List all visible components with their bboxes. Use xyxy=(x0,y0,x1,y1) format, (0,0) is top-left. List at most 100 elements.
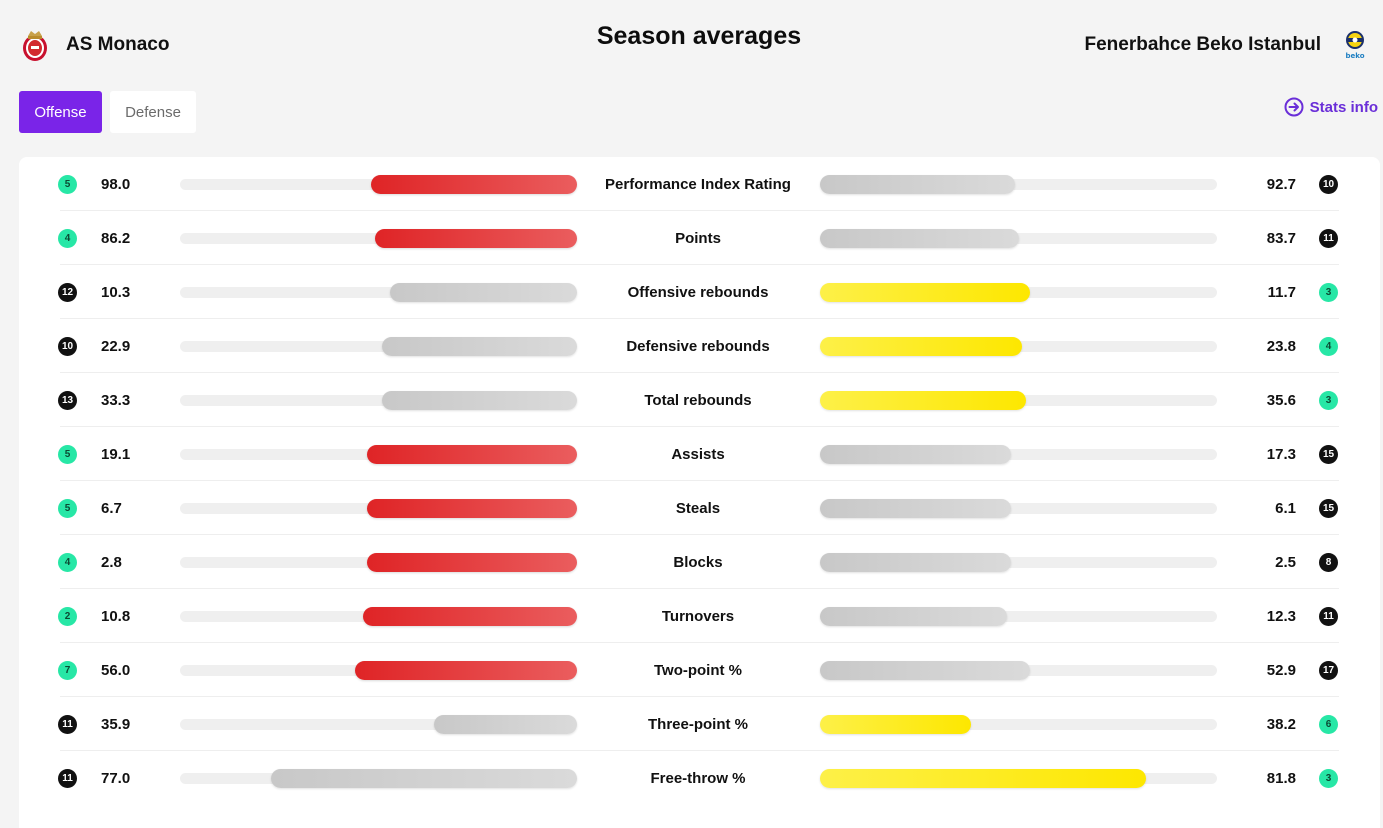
away-bar-track xyxy=(820,283,1217,302)
stat-label: Free-throw % xyxy=(650,770,746,787)
stat-label: Offensive rebounds xyxy=(627,284,769,301)
away-bar-track xyxy=(820,607,1217,626)
home-value: 33.3 xyxy=(101,392,131,409)
stat-row: 13 33.3 Total rebounds 35.6 3 xyxy=(19,373,1380,427)
away-bar-fill xyxy=(820,229,1019,248)
home-rank-badge: 7 xyxy=(58,661,77,680)
away-value: 81.8 xyxy=(1266,770,1296,787)
away-bar-fill xyxy=(820,337,1022,356)
away-bar-track xyxy=(820,769,1217,788)
arrow-right-circle-icon xyxy=(1284,97,1304,117)
away-bar-fill xyxy=(820,661,1030,680)
away-bar-track xyxy=(820,553,1217,572)
home-bar-fill xyxy=(367,499,577,518)
stat-label: Assists xyxy=(671,446,725,463)
stat-label: Points xyxy=(675,230,721,247)
home-rank-badge: 5 xyxy=(58,445,77,464)
stat-label: Blocks xyxy=(673,554,723,571)
home-rank-badge: 12 xyxy=(58,283,77,302)
away-bar-fill xyxy=(820,553,1011,572)
home-value: 10.3 xyxy=(101,284,131,301)
stat-label: Two-point % xyxy=(653,662,743,679)
home-bar-fill xyxy=(371,175,577,194)
home-rank-badge: 2 xyxy=(58,607,77,626)
away-bar-track xyxy=(820,445,1217,464)
away-bar-fill xyxy=(820,607,1007,626)
away-bar-fill xyxy=(820,769,1146,788)
stat-row: 5 19.1 Assists 17.3 15 xyxy=(19,427,1380,481)
home-value: 19.1 xyxy=(101,446,131,463)
stat-label: Total rebounds xyxy=(644,392,752,409)
tab-defense[interactable]: Defense xyxy=(110,91,196,133)
home-bar-fill xyxy=(367,553,577,572)
home-rank-badge: 11 xyxy=(58,715,77,734)
away-bar-track xyxy=(820,175,1217,194)
stat-row: 4 2.8 Blocks 2.5 8 xyxy=(19,535,1380,589)
stat-row: 11 35.9 Three-point % 38.2 6 xyxy=(19,697,1380,751)
home-value: 98.0 xyxy=(101,176,131,193)
home-team-name: AS Monaco xyxy=(66,34,170,55)
home-value: 10.8 xyxy=(101,608,131,625)
away-rank-badge: 3 xyxy=(1319,283,1338,302)
row-divider xyxy=(60,210,1339,211)
stats-info-link[interactable]: Stats info xyxy=(1284,97,1378,117)
home-bar-fill xyxy=(382,337,577,356)
stat-row: 12 10.3 Offensive rebounds 11.7 3 xyxy=(19,265,1380,319)
home-bar-track xyxy=(180,553,577,572)
home-bar-track xyxy=(180,445,577,464)
home-rank-badge: 10 xyxy=(58,337,77,356)
home-rank-badge: 13 xyxy=(58,391,77,410)
away-rank-badge: 17 xyxy=(1319,661,1338,680)
away-bar-fill xyxy=(820,499,1011,518)
home-rank-badge: 4 xyxy=(58,229,77,248)
row-divider xyxy=(60,264,1339,265)
away-bar-track xyxy=(820,661,1217,680)
row-divider xyxy=(60,480,1339,481)
home-value: 6.7 xyxy=(101,500,122,517)
stat-row: 11 77.0 Free-throw % 81.8 3 xyxy=(19,751,1380,805)
home-bar-track xyxy=(180,391,577,410)
away-value: 2.5 xyxy=(1275,554,1296,571)
away-team[interactable]: Fenerbahce Beko Istanbul beko xyxy=(1084,28,1369,62)
away-rank-badge: 3 xyxy=(1319,769,1338,788)
stat-row: 5 98.0 Performance Index Rating 92.7 10 xyxy=(19,157,1380,211)
home-bar-fill xyxy=(390,283,577,302)
header: AS Monaco Season averages Fenerbahce Bek… xyxy=(0,0,1383,80)
away-rank-badge: 15 xyxy=(1319,499,1338,518)
stat-row: 2 10.8 Turnovers 12.3 11 xyxy=(19,589,1380,643)
row-divider xyxy=(60,372,1339,373)
away-rank-badge: 15 xyxy=(1319,445,1338,464)
fenerbahce-beko-crest-icon: beko xyxy=(1341,28,1369,62)
away-value: 35.6 xyxy=(1266,392,1296,409)
away-value: 83.7 xyxy=(1266,230,1296,247)
home-value: 56.0 xyxy=(101,662,131,679)
away-bar-fill xyxy=(820,445,1011,464)
stat-row: 7 56.0 Two-point % 52.9 17 xyxy=(19,643,1380,697)
stat-label: Turnovers xyxy=(661,608,735,625)
home-bar-track xyxy=(180,607,577,626)
away-bar-track xyxy=(820,229,1217,248)
home-bar-fill xyxy=(271,769,577,788)
home-bar-track xyxy=(180,337,577,356)
stats-info-label: Stats info xyxy=(1309,98,1378,116)
row-divider xyxy=(60,588,1339,589)
away-value: 38.2 xyxy=(1266,716,1296,733)
home-bar-track xyxy=(180,661,577,680)
home-bar-fill xyxy=(434,715,577,734)
home-bar-fill xyxy=(355,661,577,680)
stat-label: Performance Index Rating xyxy=(605,176,791,193)
tab-offense[interactable]: Offense xyxy=(19,91,102,133)
away-bar-fill xyxy=(820,175,1015,194)
away-value: 23.8 xyxy=(1266,338,1296,355)
home-bar-track xyxy=(180,499,577,518)
away-team-name: Fenerbahce Beko Istanbul xyxy=(1084,34,1321,55)
away-bar-track xyxy=(820,499,1217,518)
home-bar-track xyxy=(180,769,577,788)
home-value: 77.0 xyxy=(101,770,131,787)
row-divider xyxy=(60,696,1339,697)
home-rank-badge: 5 xyxy=(58,499,77,518)
stat-label: Three-point % xyxy=(648,716,748,733)
home-value: 22.9 xyxy=(101,338,131,355)
away-bar-track xyxy=(820,391,1217,410)
home-team[interactable]: AS Monaco xyxy=(21,28,169,62)
